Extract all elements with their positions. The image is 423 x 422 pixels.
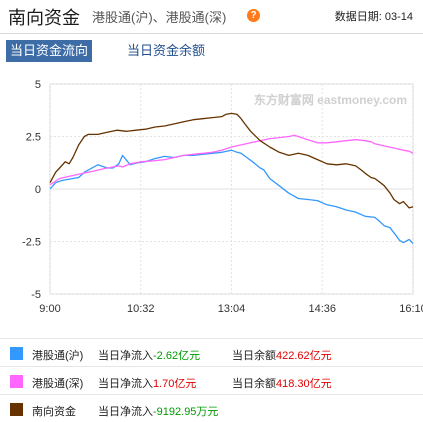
legend-divider <box>0 366 423 367</box>
legend-divider <box>0 338 423 339</box>
y-tick-label: -2.5 <box>22 237 41 249</box>
legend-row-south: 南向资金 当日净流入-9192.95万元 <box>0 396 423 422</box>
series-line-1 <box>49 134 414 186</box>
y-tick-label: 5 <box>35 79 41 91</box>
series-line-0 <box>49 149 414 245</box>
panel-header: 南向资金 港股通(沪)、港股通(深) ? 数据日期: 03-14 <box>0 0 423 34</box>
data-date: 数据日期: 03-14 <box>334 11 413 23</box>
y-tick-label: 0 <box>35 184 41 196</box>
legend-row-sh: 港股通(沪) 当日净流入-2.62亿元 当日余额422.62亿元 <box>0 340 423 366</box>
x-tick-label: 16:10 <box>399 303 423 315</box>
legend-swatch-south <box>10 403 23 416</box>
legend-name: 南向资金 <box>32 406 76 418</box>
y-tick-label: 2.5 <box>26 132 41 144</box>
legend-divider <box>0 394 423 395</box>
series-line-2 <box>49 112 414 209</box>
legend-name: 港股通(深) <box>32 378 84 390</box>
legend-row-sz: 港股通(深) 当日净流入1.70亿元 当日余额418.30亿元 <box>0 368 423 394</box>
flow-line-chart: 5 2.5 0 -2.5 -5 9:00 10:32 13:04 14:36 16:10 东方财富网… <box>22 79 423 315</box>
legend-flow: 当日净流入-9192.95万元 <box>98 406 219 418</box>
y-tick-label: -5 <box>31 289 41 301</box>
legend-flow: 当日净流入1.70亿元 <box>98 378 197 390</box>
panel-subtitle: 港股通(沪)、港股通(深) <box>92 10 227 25</box>
panel-title: 南向资金 <box>8 8 80 28</box>
tab-daily-flow[interactable]: 当日资金流向 <box>6 40 93 62</box>
legend-swatch-sh <box>10 347 23 360</box>
question-icon[interactable]: ? <box>247 9 260 22</box>
watermark-logo: 东方财富网 eastmoney.com <box>254 92 407 107</box>
x-tick-label: 14:36 <box>308 303 336 315</box>
x-tick-label: 10:32 <box>127 303 155 315</box>
x-tick-label: 13:04 <box>218 303 246 315</box>
tab-bar: 当日资金流向 当日资金余额 <box>0 40 423 64</box>
legend-swatch-sz <box>10 375 23 388</box>
legend-flow: 当日净流入-2.62亿元 <box>98 350 201 362</box>
x-tick-label: 9:00 <box>39 303 60 315</box>
legend-balance: 当日余额422.62亿元 <box>232 350 332 362</box>
legend-name: 港股通(沪) <box>32 350 84 362</box>
tab-daily-balance[interactable]: 当日资金余额 <box>127 43 206 58</box>
legend-balance: 当日余额418.30亿元 <box>232 378 332 390</box>
